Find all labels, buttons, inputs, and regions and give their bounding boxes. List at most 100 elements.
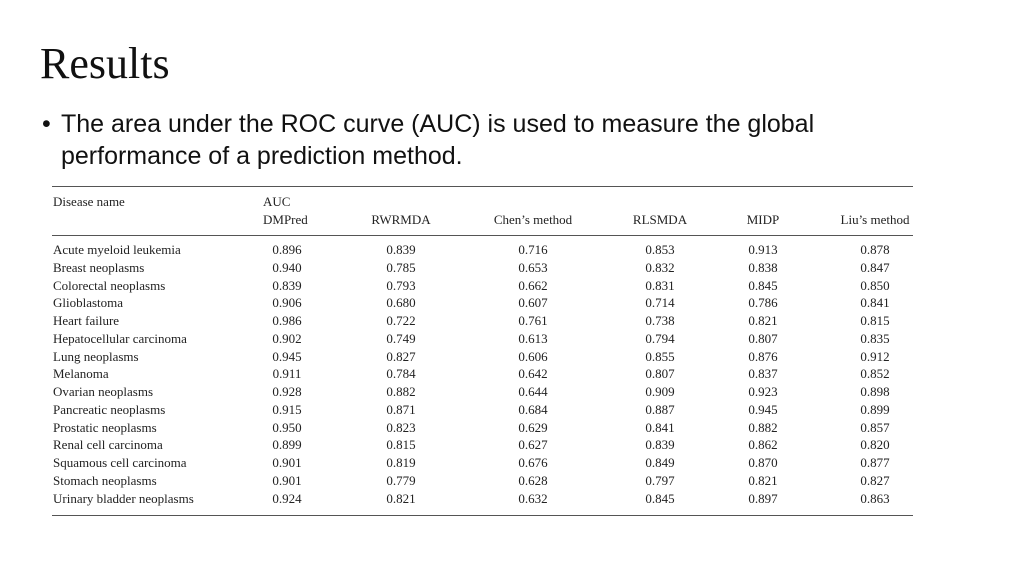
column-header: RWRMDA (371, 212, 431, 227)
table-cell: 0.945 (272, 348, 302, 364)
table-cell: 0.835 (860, 330, 890, 346)
table-cell: 0.841 (645, 419, 675, 435)
table-cell: 0.821 (386, 490, 416, 506)
table-cell: 0.876 (748, 348, 778, 364)
row-label: Breast neoplasms (53, 259, 145, 275)
table-cell: 0.897 (748, 490, 778, 506)
table-cell: 0.632 (518, 490, 548, 506)
table-cell: 0.831 (645, 277, 675, 293)
table-cell: 0.786 (748, 295, 778, 311)
table-cell: 0.862 (748, 437, 778, 453)
table-cell: 0.607 (518, 295, 548, 311)
row-label: Urinary bladder neoplasms (53, 490, 194, 506)
table-cell: 0.950 (272, 419, 302, 435)
table-cell: 0.820 (860, 437, 890, 453)
table-rule (52, 515, 913, 516)
table-cell: 0.819 (386, 455, 416, 470)
table-cell: 0.863 (860, 490, 890, 506)
row-label: Renal cell carcinoma (53, 437, 163, 453)
table-cell: 0.784 (386, 366, 416, 382)
group-header: AUC (263, 194, 291, 209)
row-label: Melanoma (53, 366, 109, 382)
table-cell: 0.676 (518, 455, 548, 470)
table-cell: 0.845 (645, 490, 675, 506)
row-label: Colorectal neoplasms (53, 277, 166, 293)
table-cell: 0.642 (518, 366, 548, 382)
row-label: Acute myeloid leukemia (53, 242, 181, 257)
table-rule (52, 186, 913, 187)
table-cell: 0.870 (748, 455, 778, 470)
table-cell: 0.940 (272, 259, 302, 275)
table-cell: 0.714 (645, 295, 675, 311)
results-table: AUC Disease name DMPred RWRMDA Chen’s method… (52, 186, 913, 516)
row-label: Pancreatic neoplasms (53, 401, 166, 417)
row-label: Prostatic neoplasms (53, 419, 157, 435)
table-cell: 0.923 (748, 384, 778, 399)
table-cell: 0.912 (860, 348, 890, 364)
table-cell: 0.738 (645, 313, 675, 328)
table-cell: 0.853 (645, 242, 675, 257)
table-cell: 0.749 (386, 330, 416, 346)
table-cell: 0.627 (518, 437, 548, 453)
row-label: Ovarian neoplasms (53, 384, 154, 399)
table-cell: 0.606 (518, 348, 548, 364)
table-cell: 0.794 (645, 330, 675, 346)
table-cell: 0.807 (748, 330, 778, 346)
table-cell: 0.845 (748, 277, 778, 293)
table-cell: 0.887 (645, 401, 675, 417)
row-label: Lung neoplasms (53, 348, 139, 364)
table-cell: 0.821 (748, 472, 778, 488)
table-cell: 0.852 (860, 366, 890, 382)
column-header: RLSMDA (632, 212, 688, 227)
table-cell: 0.899 (860, 401, 890, 417)
table-cell: 0.797 (645, 472, 675, 488)
table-cell: 0.644 (518, 384, 548, 399)
table-cell: 0.945 (748, 401, 778, 417)
table-cell: 0.882 (748, 419, 778, 435)
column-header: DMPred (263, 212, 308, 227)
table-cell: 0.913 (748, 242, 778, 257)
table-cell: 0.837 (748, 366, 778, 382)
table-cell: 0.807 (645, 366, 675, 382)
table-cell: 0.899 (272, 437, 302, 453)
table-cell: 0.628 (518, 472, 548, 488)
table-cell: 0.915 (272, 401, 302, 417)
table-cell: 0.815 (386, 437, 416, 453)
table-cell: 0.896 (272, 242, 302, 257)
table-cell: 0.909 (645, 384, 675, 399)
row-label: Hepatocellular carcinoma (53, 330, 187, 346)
table-cell: 0.653 (518, 259, 548, 275)
table-cell: 0.662 (518, 277, 548, 293)
column-header: Chen’s method (493, 212, 573, 227)
table-cell: 0.785 (386, 259, 416, 275)
table-cell: 0.878 (860, 242, 890, 257)
table-cell: 0.680 (386, 295, 416, 311)
table-cell: 0.761 (518, 313, 548, 328)
table-cell: 0.839 (272, 277, 302, 293)
table-cell: 0.821 (748, 313, 778, 328)
row-label: Heart failure (53, 313, 120, 328)
table-cell: 0.815 (860, 313, 890, 328)
table-cell: 0.827 (386, 348, 416, 364)
slide-title: Results (40, 39, 170, 88)
table-cell: 0.901 (272, 455, 302, 470)
table-cell: 0.898 (860, 384, 890, 399)
column-header: MIDP (746, 212, 780, 227)
table-cell: 0.793 (386, 277, 416, 293)
table-cell: 0.684 (518, 401, 548, 417)
table-cell: 0.924 (272, 490, 302, 506)
table-cell: 0.849 (645, 455, 675, 470)
table-cell: 0.841 (860, 295, 890, 311)
table-cell: 0.839 (645, 437, 675, 453)
column-header: Liu’s method (840, 212, 910, 227)
table-cell: 0.722 (386, 313, 416, 328)
table-cell: 0.928 (272, 384, 302, 399)
table-cell: 0.629 (518, 419, 548, 435)
row-label: Stomach neoplasms (53, 472, 157, 488)
table-cell: 0.838 (748, 259, 778, 275)
table-cell: 0.877 (860, 455, 890, 470)
table-cell: 0.855 (645, 348, 675, 364)
table-cell: 0.779 (386, 472, 416, 488)
table-cell: 0.882 (386, 384, 416, 399)
